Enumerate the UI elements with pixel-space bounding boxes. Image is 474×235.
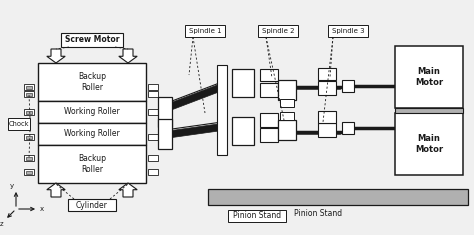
- Bar: [158, 97, 172, 127]
- Bar: [24, 169, 34, 175]
- Text: z: z: [0, 221, 4, 227]
- Bar: [26, 110, 32, 114]
- Bar: [217, 65, 227, 155]
- Bar: [278, 80, 296, 100]
- Bar: [232, 69, 254, 97]
- Bar: [328, 25, 368, 37]
- Bar: [260, 128, 278, 142]
- Bar: [318, 111, 336, 123]
- Bar: [26, 136, 32, 138]
- Text: Cylinder: Cylinder: [76, 200, 108, 209]
- Bar: [318, 123, 336, 137]
- Text: Working Roller: Working Roller: [64, 107, 120, 117]
- Text: Spindle 2: Spindle 2: [262, 28, 294, 34]
- Bar: [260, 69, 278, 81]
- Text: Spindle 1: Spindle 1: [189, 28, 221, 34]
- Bar: [26, 86, 32, 89]
- Bar: [26, 93, 32, 95]
- Text: Main
Motor: Main Motor: [415, 134, 443, 154]
- Bar: [38, 123, 146, 145]
- Text: x: x: [40, 206, 44, 212]
- Bar: [148, 91, 158, 97]
- Bar: [24, 84, 34, 90]
- Bar: [24, 109, 34, 115]
- Bar: [342, 122, 354, 134]
- Bar: [395, 113, 463, 175]
- Bar: [258, 25, 298, 37]
- Bar: [8, 118, 30, 130]
- Bar: [395, 108, 463, 113]
- Bar: [232, 117, 254, 145]
- Bar: [228, 210, 286, 222]
- Bar: [342, 80, 354, 92]
- Bar: [61, 33, 123, 47]
- Text: Backup
Roller: Backup Roller: [78, 72, 106, 92]
- Bar: [24, 155, 34, 161]
- Text: y: y: [10, 183, 14, 189]
- Bar: [318, 81, 336, 95]
- Bar: [280, 99, 294, 107]
- Text: Pinion Stand: Pinion Stand: [233, 212, 281, 220]
- Bar: [24, 134, 34, 140]
- Bar: [148, 169, 158, 175]
- Polygon shape: [171, 84, 223, 109]
- Bar: [278, 120, 296, 140]
- Polygon shape: [47, 49, 65, 63]
- Bar: [68, 199, 116, 211]
- Text: Pinion Stand: Pinion Stand: [294, 209, 342, 219]
- Bar: [185, 25, 225, 37]
- Text: Screw Motor: Screw Motor: [65, 35, 119, 44]
- Bar: [280, 112, 294, 120]
- Bar: [148, 109, 158, 115]
- Bar: [148, 155, 158, 161]
- Bar: [395, 46, 463, 108]
- Polygon shape: [172, 124, 222, 137]
- Bar: [38, 101, 146, 123]
- Polygon shape: [47, 183, 65, 197]
- Bar: [318, 68, 336, 80]
- Bar: [260, 113, 278, 127]
- Text: Chock: Chock: [9, 121, 29, 127]
- Bar: [260, 83, 278, 97]
- Text: Working Roller: Working Roller: [64, 129, 120, 138]
- Bar: [208, 189, 468, 205]
- Bar: [158, 119, 172, 149]
- Text: Main
Motor: Main Motor: [415, 67, 443, 87]
- Bar: [148, 134, 158, 140]
- Bar: [148, 84, 158, 90]
- Bar: [38, 63, 146, 101]
- Bar: [38, 145, 146, 183]
- Text: Backup
Roller: Backup Roller: [78, 154, 106, 174]
- Bar: [26, 171, 32, 173]
- Bar: [24, 91, 34, 97]
- Text: Spindle 3: Spindle 3: [332, 28, 365, 34]
- Bar: [26, 157, 32, 160]
- Polygon shape: [119, 49, 137, 63]
- Polygon shape: [119, 183, 137, 197]
